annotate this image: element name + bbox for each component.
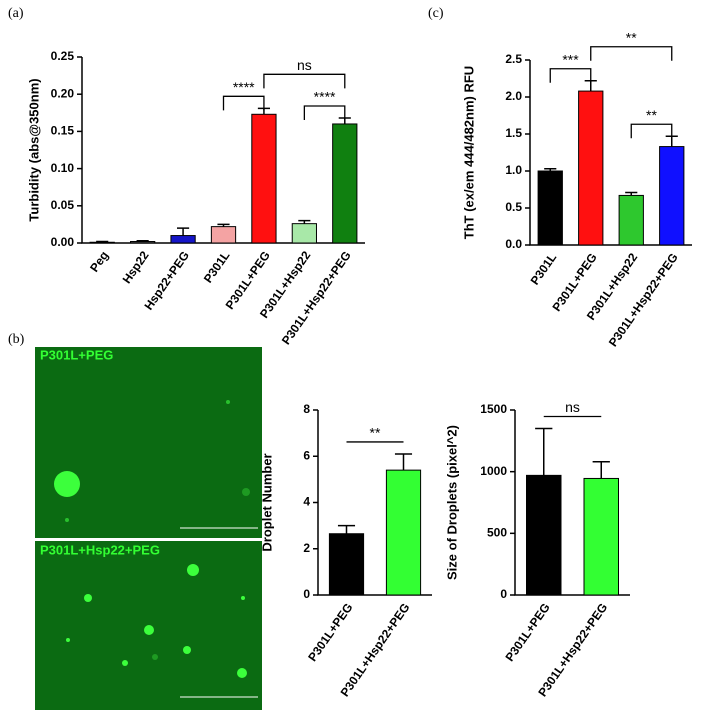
significance-label: ** [646, 107, 657, 123]
y-tick-label: 2.0 [505, 89, 522, 103]
significance-bracket [303, 105, 346, 121]
y-tick-label: 0.5 [505, 200, 522, 214]
bar [618, 194, 644, 246]
x-tick-label: P301L+PEG [502, 601, 552, 665]
significance-label: **** [314, 89, 336, 105]
x-tick-label: P301L+Hsp22+PEG [606, 251, 681, 350]
significance-label: **** [233, 79, 255, 95]
bar [537, 170, 563, 246]
y-tick-label: 2 [303, 541, 310, 555]
x-tick-label: P301L+PEG [305, 601, 355, 665]
bar [578, 90, 604, 246]
error-bar [136, 240, 149, 242]
bar [385, 469, 422, 596]
y-tick-label: 0.10 [51, 161, 75, 175]
bar [89, 241, 115, 244]
panel-label: (c) [428, 6, 444, 21]
error-bar [177, 227, 190, 236]
significance-bracket [630, 123, 673, 139]
y-axis-label: Droplet Number [259, 453, 274, 551]
bar [328, 533, 365, 596]
axis-line [81, 57, 365, 244]
bar [583, 477, 619, 596]
significance-bracket [549, 68, 592, 83]
error-bar [625, 191, 638, 196]
image-label: P301L+PEG [40, 347, 113, 362]
y-tick-label: 0.0 [505, 237, 522, 251]
error-bar [96, 240, 109, 243]
significance-bracket [263, 73, 346, 89]
y-tick-label: 2.5 [505, 52, 522, 66]
image-label: P301L+Hsp22+PEG [40, 542, 160, 557]
panel-label: (b) [8, 332, 25, 347]
error-bar [535, 427, 553, 476]
significance-bracket [590, 46, 673, 61]
y-tick-label: 0.25 [51, 49, 75, 63]
y-tick-label: 0 [303, 587, 310, 601]
y-tick-label: 8 [303, 402, 310, 416]
x-tick-label: Peg [87, 249, 111, 275]
x-tick-label: P301L [528, 251, 560, 288]
significance-label: ** [370, 425, 381, 441]
significance-label: ns [297, 57, 312, 73]
y-tick-label: 0.05 [51, 198, 75, 212]
micrograph-bottom [35, 541, 262, 710]
micrograph-top [35, 347, 262, 538]
y-axis-label: Turbidity (abs@350nm) [26, 78, 41, 221]
significance-bracket [222, 95, 265, 111]
bar [332, 123, 358, 244]
error-bar [217, 223, 230, 227]
y-tick-label: 6 [303, 448, 310, 462]
bar [130, 241, 156, 244]
y-tick-label: 1500 [480, 402, 507, 416]
y-tick-label: 4 [303, 495, 310, 509]
bar [210, 226, 237, 244]
y-tick-label: 1.0 [505, 163, 522, 177]
panel-label: (a) [8, 6, 24, 21]
x-tick-label: P301L [201, 249, 233, 286]
x-tick-label: P301L+Hsp22+PEG [279, 249, 354, 348]
x-tick-label: Hsp22 [120, 248, 152, 286]
y-tick-label: 0 [500, 587, 507, 601]
y-tick-label: 1000 [480, 464, 507, 478]
significance-label: *** [562, 51, 579, 67]
y-axis-label: Size of Droplets (pixel^2) [444, 425, 459, 580]
y-axis-label: ThT (ex/em 444/482nm) RFU [461, 66, 476, 239]
bar [251, 113, 277, 244]
y-tick-label: 500 [487, 526, 507, 540]
significance-label: ** [626, 29, 637, 45]
error-bar [544, 168, 557, 171]
error-bar [394, 453, 413, 471]
y-tick-label: 0.00 [51, 235, 75, 249]
bar [170, 235, 196, 244]
bar [526, 474, 562, 596]
significance-label: ns [565, 399, 580, 415]
y-tick-label: 0.20 [51, 86, 75, 100]
bar [659, 146, 685, 246]
error-bar [298, 219, 311, 224]
error-bar [592, 461, 610, 479]
bar [291, 223, 317, 244]
y-tick-label: 1.5 [505, 126, 522, 140]
error-bar [337, 524, 356, 534]
y-tick-label: 0.15 [51, 124, 75, 138]
